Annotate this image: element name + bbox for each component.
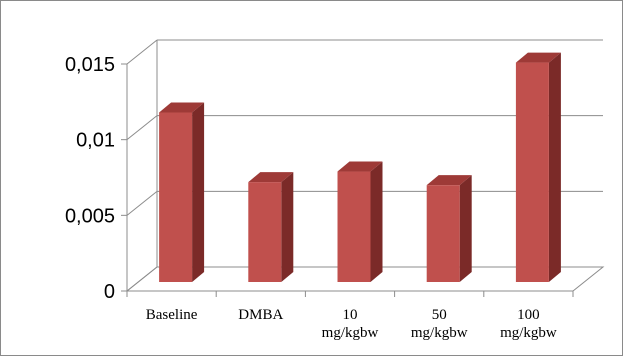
y-axis-tick-labels: 0 0,005 0,01 0,015 <box>65 54 115 303</box>
y-tick-label: 0,005 <box>65 205 115 227</box>
bar-side <box>548 52 561 282</box>
bar-top <box>337 161 383 172</box>
bar-top <box>515 52 561 63</box>
gridline-side <box>126 190 158 216</box>
bar-3 <box>426 175 472 282</box>
bar-top <box>248 172 294 183</box>
x-tick-label: DMBA <box>238 307 283 323</box>
x-tick-label-line: mg/kgbw <box>411 325 468 341</box>
y-tick-label: 0,015 <box>65 54 115 76</box>
bar-4 <box>515 52 561 282</box>
x-tick-label-line: Baseline <box>146 307 198 323</box>
bar-top <box>159 102 205 113</box>
x-tick-label: 100 mg/kgbw <box>500 307 557 341</box>
x-tick-label-line: mg/kgbw <box>322 325 379 341</box>
x-tick-label: 50 mg/kgbw <box>411 307 468 341</box>
bar-front <box>159 112 193 282</box>
bar-front <box>515 62 549 282</box>
x-tick-label: Baseline <box>146 307 198 323</box>
gridline-side <box>126 266 158 292</box>
y-tick-label: 0 <box>104 281 115 303</box>
x-tick-label-line: 50 <box>432 307 447 323</box>
bar-side <box>370 161 383 282</box>
x-tick-label-line: DMBA <box>238 307 283 323</box>
x-axis-tick-labels: Baseline DMBA 10 mg/kgbw 50 mg/kgbw 100 mg/kgbw <box>146 307 557 341</box>
bar-2 <box>337 161 383 282</box>
bar-front <box>248 182 282 282</box>
x-tick-label-line: 10 <box>343 307 358 323</box>
bar-side <box>281 172 294 282</box>
gridline-side <box>126 115 158 141</box>
bar-1 <box>248 172 294 282</box>
bar-front <box>426 185 460 282</box>
x-tick-label-line: 100 <box>517 307 540 323</box>
y-tick-label: 0,01 <box>76 130 115 152</box>
gridline-side <box>126 39 158 65</box>
bar-side <box>459 175 472 282</box>
bars <box>159 52 561 282</box>
x-tick-label: 10 mg/kgbw <box>322 307 379 341</box>
x-tick-label-line: mg/kgbw <box>500 325 557 341</box>
bar-front <box>337 171 371 282</box>
bar-side <box>192 102 205 282</box>
bar-0 <box>159 102 205 282</box>
bar-top <box>426 175 472 186</box>
